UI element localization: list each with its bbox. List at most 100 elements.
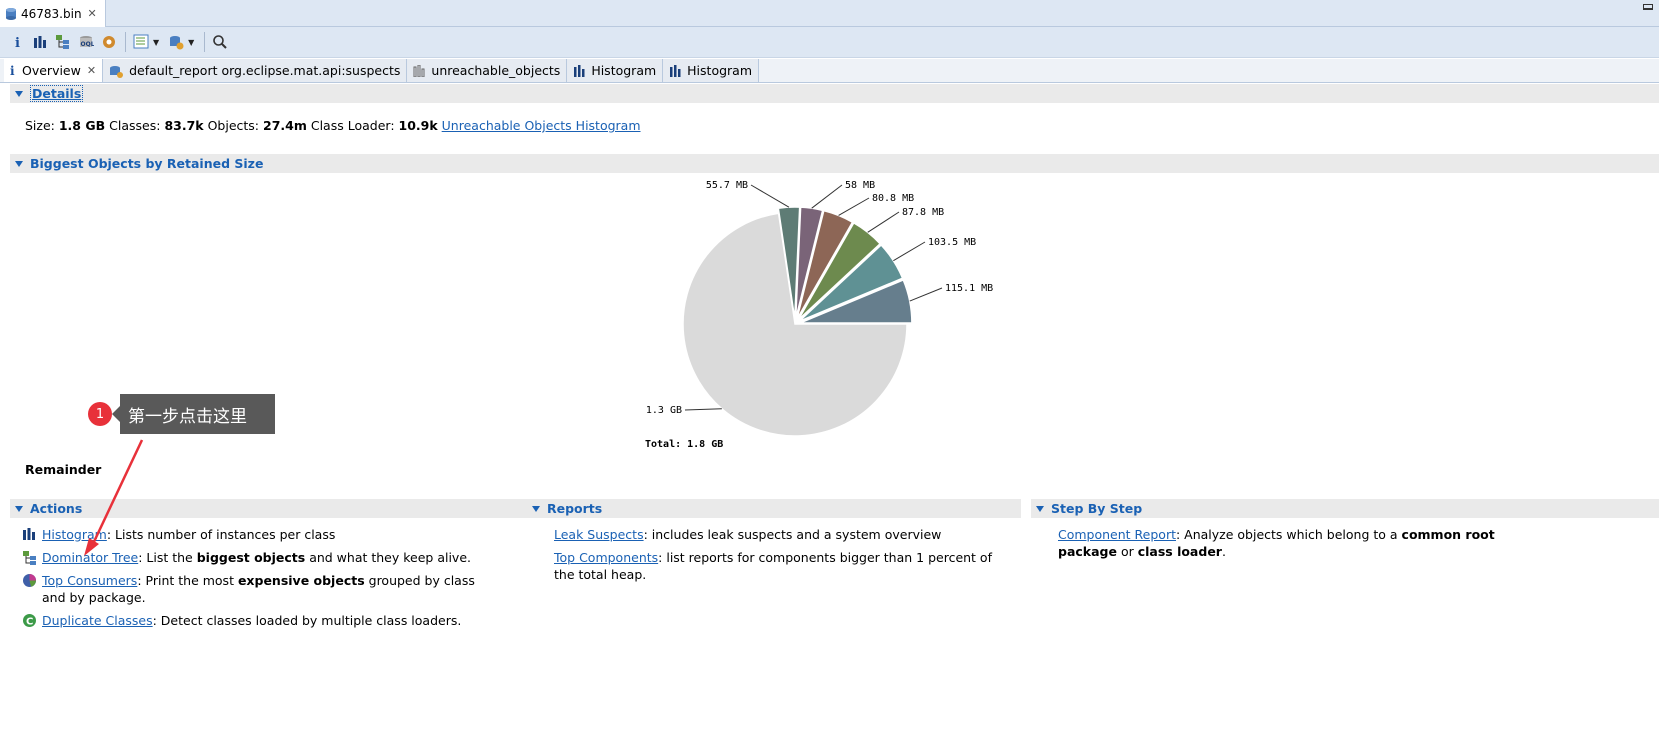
pie-slice-label: 80.8 MB <box>872 193 914 204</box>
histogram-link[interactable]: Histogram <box>42 527 107 542</box>
histogram-description: : Lists number of instances per class <box>106 527 336 542</box>
details-section-header[interactable]: Details <box>10 84 1659 103</box>
objects-value: 27.4m <box>263 118 307 133</box>
close-icon[interactable]: ✕ <box>87 7 97 20</box>
top-components-link[interactable]: Top Components <box>554 550 659 565</box>
tab-label: Overview <box>22 63 81 78</box>
reports-title: Reports <box>547 501 603 516</box>
component-report-link[interactable]: Component Report <box>1058 527 1176 542</box>
oql-icon[interactable]: OQL <box>75 31 97 53</box>
list-item: Top Components: list reports for compone… <box>554 549 1014 583</box>
query-browser-icon[interactable] <box>130 31 152 53</box>
pie-slice-label: 1.3 GB <box>646 405 682 416</box>
list-item: Component Report: Analyze objects which … <box>1058 526 1558 560</box>
class-loader-label: Class Loader: <box>310 118 395 133</box>
sub-tab-bar: i Overview ✕ default_report org.eclipse.… <box>0 59 1659 83</box>
biggest-objects-section-header[interactable]: Biggest Objects by Retained Size <box>10 154 1659 173</box>
search-icon[interactable] <box>209 31 231 53</box>
tab-label: Histogram <box>591 63 657 78</box>
component-report-connector: or <box>1116 544 1138 559</box>
annotation-arrow-icon <box>84 439 144 556</box>
info-icon[interactable]: i <box>6 31 28 53</box>
biggest-objects-pie-chart: 115.1 MB 103.5 MB 87.8 MB 80.8 MB 58 MB 55.7 … <box>645 180 993 450</box>
top-consumers-icon <box>22 573 37 588</box>
histogram-icon[interactable] <box>29 31 51 53</box>
svg-text:i: i <box>15 36 20 49</box>
class-loader-value: 10.9k <box>398 118 438 133</box>
expand-triangle-icon[interactable] <box>15 505 23 512</box>
editor-tab-label: 46783.bin <box>21 6 82 21</box>
expand-triangle-icon[interactable] <box>1036 505 1044 512</box>
tab-unreachable-objects[interactable]: unreachable_objects <box>407 59 568 82</box>
svg-text:OQL: OQL <box>81 41 95 48</box>
overview-content: Details Size: 1.8 GB Classes: 83.7k Obje… <box>0 84 1659 741</box>
details-title[interactable]: Details <box>30 85 84 102</box>
gear-icon[interactable] <box>98 31 120 53</box>
pie-slice <box>794 206 824 320</box>
pie-leader-line <box>909 287 943 302</box>
dominator-tree-description: : List the <box>138 550 197 565</box>
expand-triangle-icon[interactable] <box>15 90 23 97</box>
step-by-step-title: Step By Step <box>1051 501 1143 516</box>
toolbar-separator <box>125 32 126 52</box>
classes-value: 83.7k <box>164 118 204 133</box>
histogram-icon <box>573 64 585 77</box>
list-item: C Duplicate Classes: Detect classes load… <box>22 612 492 629</box>
toolbar: i OQL ▼ ▼ <box>0 27 1659 58</box>
svg-text:C: C <box>26 617 33 628</box>
actions-title: Actions <box>30 501 83 516</box>
pie-leader-line <box>838 197 870 216</box>
top-consumers-link[interactable]: Top Consumers <box>42 573 138 588</box>
list-item: Leak Suspects: includes leak suspects an… <box>554 526 1014 543</box>
details-summary: Size: 1.8 GB Classes: 83.7k Objects: 27.… <box>25 118 641 133</box>
dominator-tree-link[interactable]: Dominator Tree <box>42 550 139 565</box>
step-by-step-list: Component Report: Analyze objects which … <box>1058 526 1558 566</box>
classes-label: Classes: <box>109 118 161 133</box>
expand-triangle-icon[interactable] <box>15 160 23 167</box>
minimize-icon[interactable] <box>1643 4 1653 10</box>
remainder-label: Remainder <box>25 462 102 477</box>
objects-label: Objects: <box>207 118 260 133</box>
dominator-tree-icon <box>22 550 37 565</box>
database-icon <box>5 7 17 21</box>
close-icon[interactable]: ✕ <box>86 64 97 77</box>
histogram-icon <box>413 64 425 77</box>
list-item: Dominator Tree: List the biggest objects… <box>22 549 492 566</box>
histogram-icon <box>22 527 37 542</box>
actions-section-header[interactable]: Actions <box>10 499 550 518</box>
tab-histogram[interactable]: Histogram <box>567 59 664 82</box>
top-consumers-description: : Print the most <box>137 573 238 588</box>
annotation-step-badge: 1 <box>88 402 112 426</box>
size-value: 1.8 GB <box>58 118 106 133</box>
svg-text:i: i <box>10 64 15 77</box>
step-by-step-section-header[interactable]: Step By Step <box>1031 499 1659 518</box>
chevron-down-icon[interactable]: ▼ <box>153 37 160 47</box>
heap-dump-overview-icon[interactable] <box>165 31 187 53</box>
pie-leader-line <box>684 408 722 411</box>
tab-overview[interactable]: i Overview ✕ <box>4 59 104 82</box>
duplicate-classes-description: : Detect classes loaded by multiple clas… <box>152 613 462 628</box>
size-label: Size: <box>25 118 55 133</box>
pie-leader-line <box>750 184 790 208</box>
tab-histogram[interactable]: Histogram <box>663 59 759 82</box>
expand-triangle-icon[interactable] <box>532 505 540 512</box>
leak-suspects-link[interactable]: Leak Suspects <box>554 527 644 542</box>
pie-leader-line <box>811 184 843 209</box>
info-icon: i <box>10 64 16 77</box>
tab-default-report[interactable]: default_report org.eclipse.mat.api:suspe… <box>103 59 408 82</box>
dominator-tree-description-end: and what they keep alive. <box>305 550 471 565</box>
duplicate-classes-icon: C <box>22 613 37 628</box>
tab-label: default_report org.eclipse.mat.api:suspe… <box>129 63 401 78</box>
reports-section-header[interactable]: Reports <box>527 499 1021 518</box>
editor-tab-heapdump[interactable]: 46783.bin ✕ <box>0 0 106 27</box>
duplicate-classes-link[interactable]: Duplicate Classes <box>42 613 153 628</box>
editor-tab-bar: 46783.bin ✕ <box>0 0 1659 27</box>
chevron-down-icon[interactable]: ▼ <box>188 37 195 47</box>
actions-list: Histogram: Lists number of instances per… <box>22 526 492 635</box>
unreachable-objects-histogram-link[interactable]: Unreachable Objects Histogram <box>441 118 641 133</box>
component-report-period: . <box>1221 544 1226 559</box>
pie-slice <box>797 221 882 321</box>
dominator-tree-icon[interactable] <box>52 31 74 53</box>
component-report-emphasis: common root package <box>1058 527 1495 559</box>
component-report-emphasis: class loader <box>1137 544 1222 559</box>
